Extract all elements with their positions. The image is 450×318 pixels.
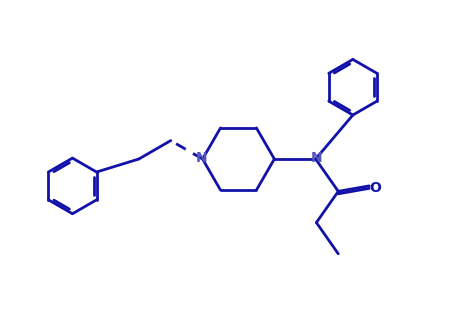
Text: N: N xyxy=(196,151,207,165)
Text: N: N xyxy=(310,151,322,165)
Text: O: O xyxy=(369,181,382,195)
